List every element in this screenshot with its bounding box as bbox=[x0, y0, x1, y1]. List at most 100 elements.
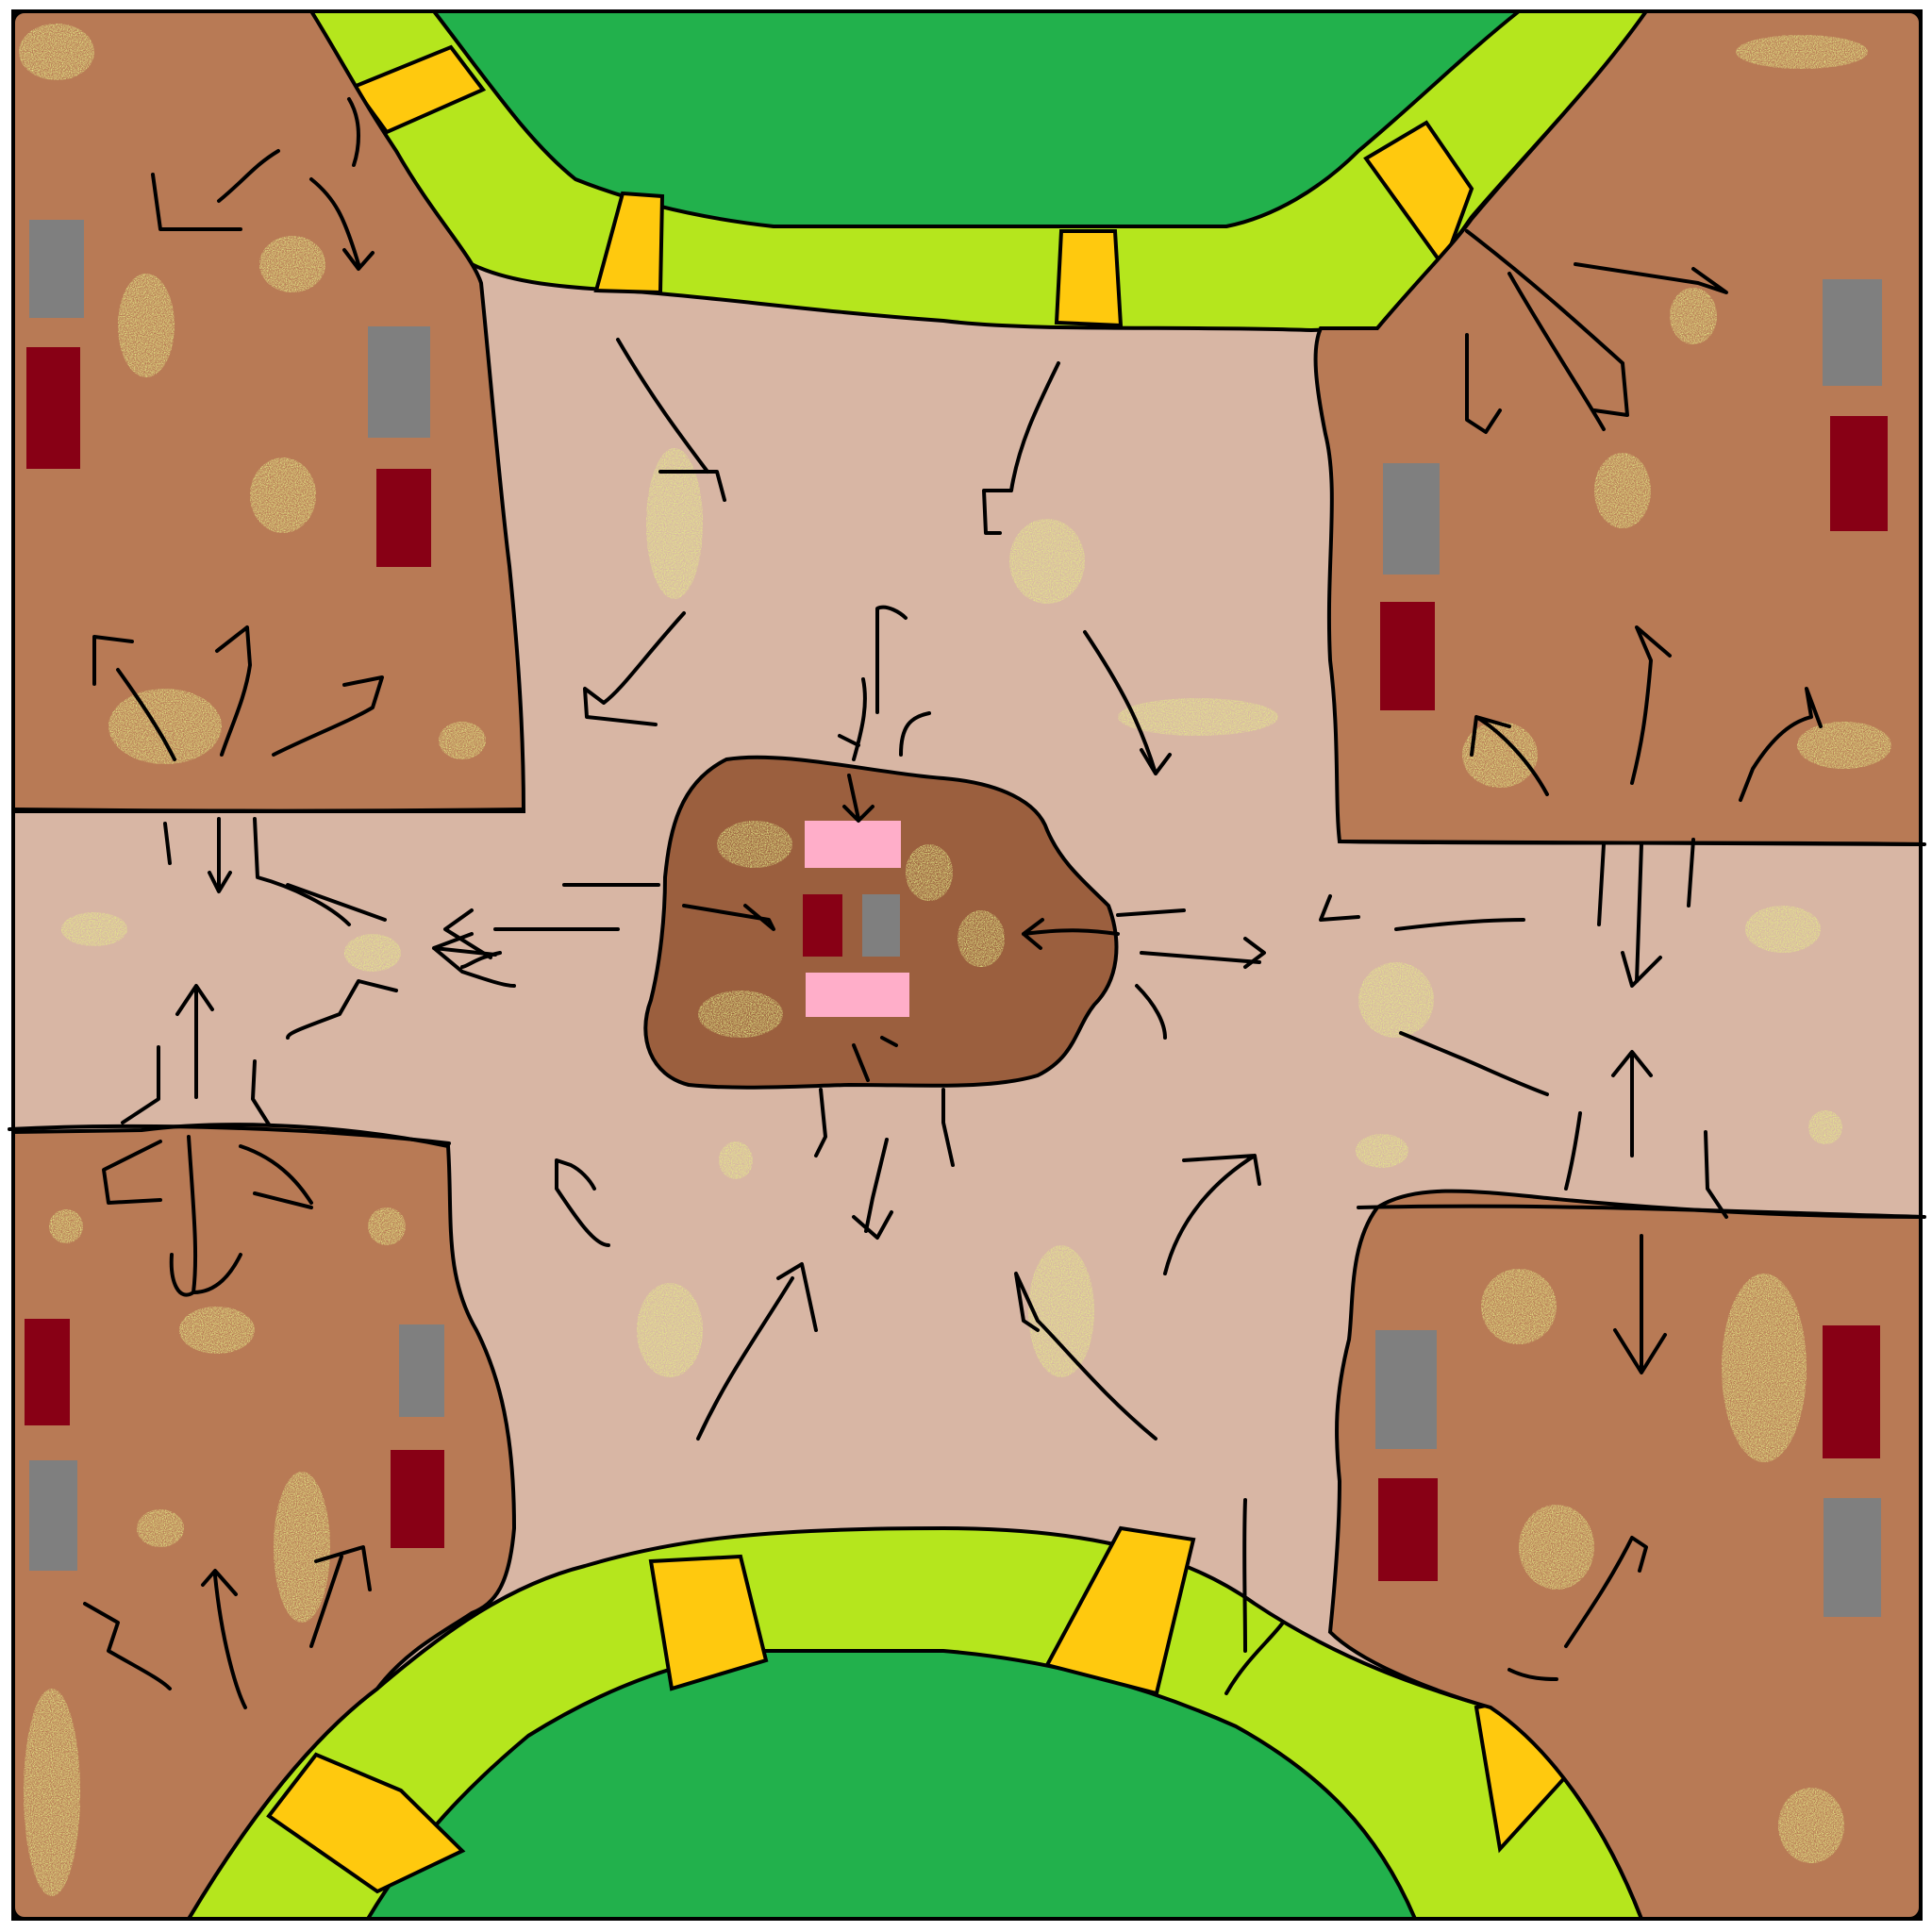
grass-patch bbox=[1356, 1134, 1408, 1168]
movement-arrows bbox=[8, 97, 1926, 1709]
arrow bbox=[1597, 842, 1662, 988]
arrow bbox=[432, 883, 660, 988]
grass-patch bbox=[24, 1689, 80, 1896]
arrow bbox=[102, 1140, 162, 1205]
arrow bbox=[309, 1545, 372, 1648]
arrow bbox=[92, 635, 176, 761]
boundary-line bbox=[8, 1124, 451, 1145]
boundary-line bbox=[11, 808, 525, 813]
arrow bbox=[696, 1262, 818, 1441]
structure-red-ne-2 bbox=[1380, 602, 1435, 710]
arrow bbox=[852, 677, 867, 761]
arrow bbox=[217, 149, 280, 203]
arrow bbox=[121, 1045, 160, 1124]
arrow bbox=[1613, 1234, 1667, 1374]
structure-red-sw-1 bbox=[25, 1319, 70, 1425]
structure-gray-sw-1 bbox=[399, 1324, 444, 1417]
grass-patch bbox=[118, 274, 175, 377]
grass-patch bbox=[274, 1472, 330, 1623]
arrow bbox=[1564, 1536, 1648, 1648]
arrow bbox=[1507, 1668, 1558, 1681]
structures bbox=[25, 220, 1888, 1617]
bridge-north-4 bbox=[1363, 120, 1474, 271]
grass-patch bbox=[439, 722, 486, 759]
boundary-line bbox=[1357, 1204, 1926, 1219]
arrow bbox=[583, 611, 686, 726]
arrow bbox=[1243, 937, 1266, 969]
structure-red-ne-1 bbox=[1830, 416, 1888, 531]
grass-patch bbox=[108, 689, 222, 764]
high-ground-nw bbox=[11, 9, 526, 813]
grass-patch bbox=[368, 1208, 406, 1245]
arrow bbox=[215, 625, 252, 757]
grass-patch bbox=[19, 24, 94, 80]
arrow bbox=[251, 1059, 271, 1126]
grass-patches bbox=[19, 24, 1891, 1896]
arrow bbox=[163, 822, 172, 865]
structure-gray-se-1 bbox=[1375, 1330, 1437, 1449]
structure-pink-center-1 bbox=[805, 821, 901, 868]
arrow bbox=[1574, 262, 1728, 294]
grass-patch bbox=[1736, 35, 1868, 69]
structure-pink-center-2 bbox=[806, 973, 909, 1017]
grass-patch bbox=[637, 1283, 703, 1377]
lake-north bbox=[429, 9, 1524, 228]
arrow bbox=[555, 1158, 610, 1247]
bridge-south-2 bbox=[1044, 1525, 1196, 1696]
arrow bbox=[239, 1144, 313, 1209]
arrow bbox=[175, 984, 214, 1099]
arrow bbox=[1465, 333, 1502, 434]
high-ground-ne bbox=[1313, 9, 1923, 847]
grass-patch bbox=[1118, 698, 1278, 736]
arrow bbox=[838, 734, 860, 747]
arrow bbox=[1242, 1498, 1247, 1653]
arrow bbox=[682, 904, 775, 931]
grass-patch bbox=[646, 448, 703, 599]
arrow bbox=[1470, 715, 1549, 796]
arrow bbox=[814, 1088, 827, 1158]
grass-patch bbox=[1009, 519, 1085, 604]
structure-gray-ne-1 bbox=[1823, 279, 1882, 386]
grass-patch bbox=[1519, 1505, 1594, 1590]
bridge-south-4 bbox=[266, 1752, 466, 1894]
arrow bbox=[151, 173, 242, 231]
arrow bbox=[208, 817, 232, 893]
arrow bbox=[1116, 908, 1261, 964]
arrow bbox=[1687, 838, 1695, 908]
arrow bbox=[875, 605, 908, 714]
grass-patch bbox=[717, 821, 792, 868]
arrow bbox=[286, 979, 398, 1040]
grass-patch bbox=[719, 1141, 753, 1179]
arrow bbox=[1319, 894, 1525, 931]
arrow bbox=[616, 338, 726, 502]
arrow bbox=[842, 774, 874, 823]
grass-patch bbox=[1722, 1274, 1807, 1462]
arrow bbox=[941, 1088, 955, 1167]
lake-south bbox=[364, 1649, 1419, 1921]
arrow bbox=[1507, 272, 1606, 431]
grass-patch bbox=[259, 236, 325, 292]
arrow bbox=[169, 1135, 242, 1297]
structure-red-sw-2 bbox=[391, 1450, 444, 1548]
grass-patch bbox=[1028, 1245, 1094, 1377]
grass-patch bbox=[344, 934, 401, 972]
structure-gray-sw-2 bbox=[29, 1460, 77, 1571]
grass-patch bbox=[179, 1307, 255, 1354]
arrow bbox=[309, 177, 375, 271]
grass-patch bbox=[1462, 722, 1538, 788]
arrow bbox=[1739, 687, 1823, 802]
grass-patch bbox=[49, 1209, 83, 1243]
grass-patch bbox=[137, 1509, 184, 1547]
bridges bbox=[266, 44, 1597, 1894]
grass-patch bbox=[1481, 1269, 1557, 1344]
structure-gray-se-2 bbox=[1824, 1498, 1881, 1617]
grass-patch bbox=[1778, 1788, 1844, 1863]
arrow bbox=[286, 883, 387, 922]
structure-red-se-1 bbox=[1823, 1325, 1880, 1458]
arrow bbox=[1014, 1272, 1158, 1441]
arrow bbox=[899, 711, 931, 757]
grass-patch bbox=[958, 910, 1005, 967]
arrow bbox=[1611, 1050, 1653, 1158]
arrow bbox=[201, 1569, 247, 1709]
